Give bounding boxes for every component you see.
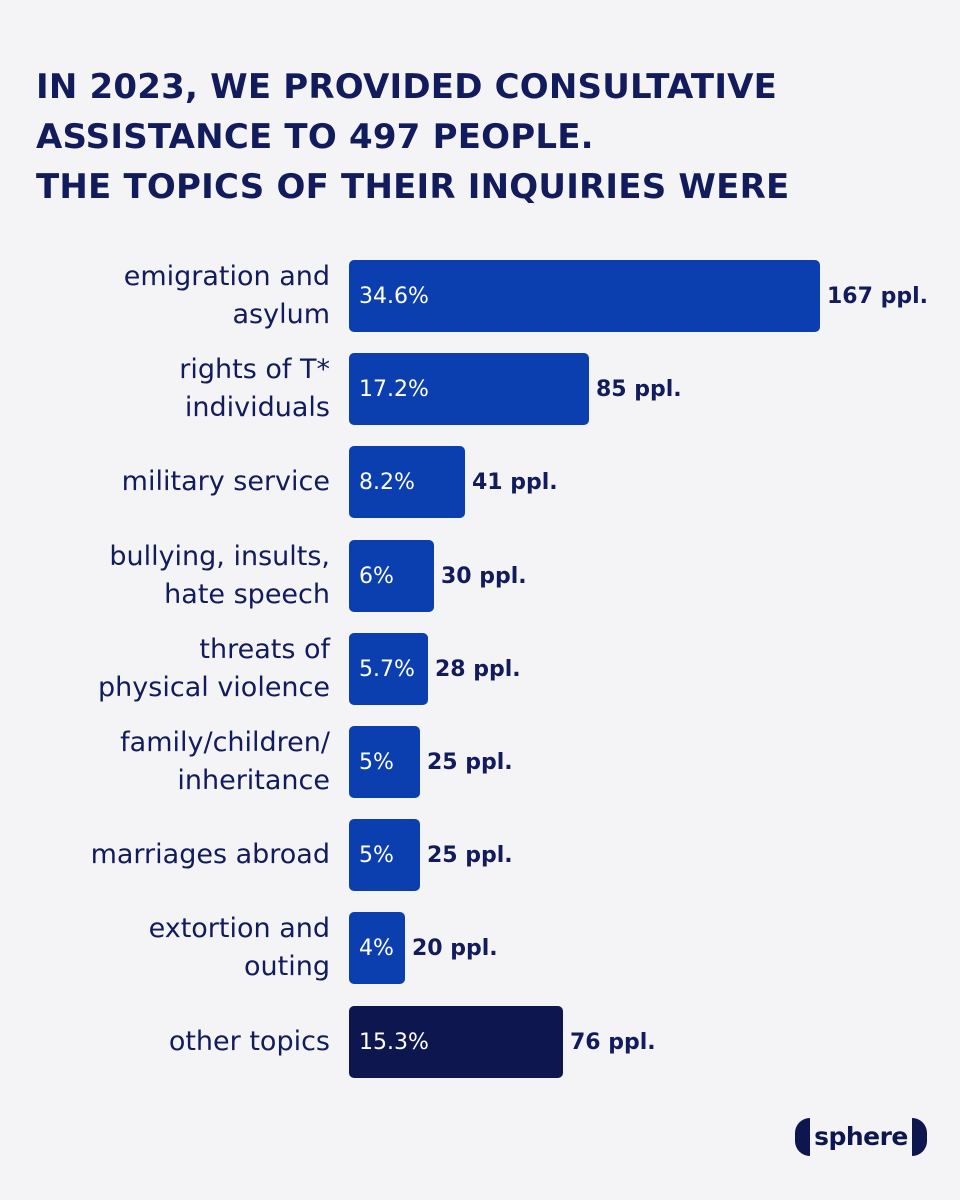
count-label: 30 ppl.	[441, 563, 527, 589]
bar-row: marriages abroad 5% 25 ppl.	[0, 817, 960, 893]
sphere-logo: sphere	[795, 1118, 927, 1158]
bar-row: bullying, insults, hate speech 6% 30 ppl.	[0, 538, 960, 614]
bar-row: family/children/ inheritance 5% 25 ppl.	[0, 724, 960, 800]
category-label: family/children/ inheritance	[120, 727, 330, 796]
bar	[349, 819, 420, 891]
bar	[349, 1006, 563, 1078]
logo-right-bracket	[912, 1118, 927, 1156]
logo-text: sphere	[814, 1122, 908, 1151]
count-label: 20 ppl.	[412, 935, 498, 961]
bar	[349, 353, 589, 425]
percent-label: 6%	[359, 563, 394, 589]
count-label: 25 ppl.	[427, 749, 513, 775]
bar-row: threats of physical violence 5.7% 28 ppl.	[0, 631, 960, 707]
percent-label: 4%	[359, 935, 394, 961]
bar-row: other topics 15.3% 76 ppl.	[0, 1004, 960, 1080]
bar-row: extortion and outing 4% 20 ppl.	[0, 910, 960, 986]
category-label: other topics	[168, 1026, 330, 1057]
count-label: 28 ppl.	[435, 656, 521, 682]
count-label: 85 ppl.	[596, 376, 682, 402]
bar	[349, 726, 420, 798]
count-label: 76 ppl.	[570, 1029, 656, 1055]
count-label: 167 ppl.	[827, 283, 928, 309]
percent-label: 34.6%	[359, 283, 429, 309]
bar	[349, 633, 428, 705]
chart-title: IN 2023, WE PROVIDED CONSULTATIVE ASSIST…	[36, 62, 926, 212]
count-label: 25 ppl.	[427, 842, 513, 868]
bar	[349, 540, 434, 612]
percent-label: 5%	[359, 842, 394, 868]
category-label: rights of T* individuals	[179, 354, 330, 423]
percent-label: 17.2%	[359, 376, 429, 402]
percent-label: 15.3%	[359, 1029, 429, 1055]
logo-left-bracket	[795, 1118, 810, 1156]
percent-label: 5.7%	[359, 656, 415, 682]
category-label: military service	[121, 466, 330, 497]
title-line-2: ASSISTANCE TO 497 PEOPLE.	[36, 117, 594, 157]
bar	[349, 912, 405, 984]
title-line-1: IN 2023, WE PROVIDED CONSULTATIVE	[36, 67, 778, 107]
category-label: emigration and asylum	[123, 261, 330, 330]
title-line-3: THE TOPICS OF THEIR INQUIRIES WERE	[36, 167, 790, 207]
bar	[349, 260, 820, 332]
percent-label: 8.2%	[359, 469, 415, 495]
bar-row: military service 8.2% 41 ppl.	[0, 444, 960, 520]
percent-label: 5%	[359, 749, 394, 775]
category-label: marriages abroad	[90, 839, 330, 870]
count-label: 41 ppl.	[472, 469, 558, 495]
category-label: extortion and outing	[148, 913, 330, 982]
bar	[349, 446, 465, 518]
category-label: bullying, insults, hate speech	[109, 541, 330, 610]
bar-row: rights of T* individuals 17.2% 85 ppl.	[0, 351, 960, 427]
category-label: threats of physical violence	[98, 634, 330, 703]
bar-row: emigration and asylum 34.6% 167 ppl.	[0, 258, 960, 334]
